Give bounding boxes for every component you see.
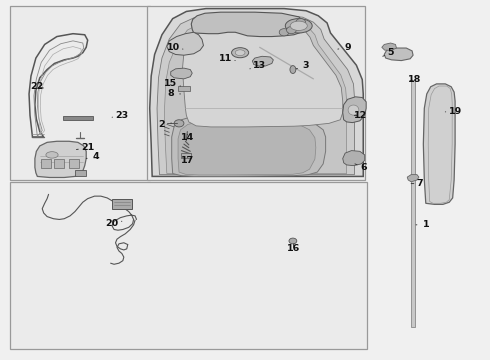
Polygon shape: [343, 150, 365, 166]
Polygon shape: [384, 48, 413, 60]
Text: 17: 17: [181, 156, 194, 165]
Text: 5: 5: [383, 48, 394, 57]
Bar: [10, 6, 150, 180]
Polygon shape: [423, 84, 455, 204]
Text: 9: 9: [338, 43, 351, 52]
Polygon shape: [343, 97, 366, 123]
Circle shape: [296, 19, 306, 26]
Ellipse shape: [232, 48, 248, 58]
Polygon shape: [35, 141, 86, 177]
Ellipse shape: [348, 105, 359, 115]
Bar: [75, 170, 86, 176]
Text: 15: 15: [164, 80, 180, 89]
Bar: [69, 159, 79, 168]
Bar: [147, 6, 365, 180]
Circle shape: [287, 27, 296, 34]
Text: 6: 6: [355, 163, 367, 172]
Text: 20: 20: [105, 219, 122, 228]
Polygon shape: [407, 175, 419, 182]
Polygon shape: [150, 9, 363, 176]
Ellipse shape: [285, 19, 312, 33]
Text: 4: 4: [86, 152, 99, 161]
Polygon shape: [172, 116, 326, 176]
Text: 12: 12: [354, 111, 367, 120]
Bar: [10, 182, 367, 348]
Text: 3: 3: [296, 61, 309, 70]
Text: 8: 8: [168, 89, 180, 98]
Polygon shape: [252, 56, 273, 66]
Bar: [54, 159, 64, 168]
Text: 11: 11: [219, 54, 235, 63]
Text: 16: 16: [287, 244, 300, 253]
Bar: [112, 199, 132, 210]
Circle shape: [293, 23, 303, 30]
Polygon shape: [164, 21, 346, 174]
Circle shape: [174, 120, 184, 127]
Text: 10: 10: [167, 43, 183, 52]
Polygon shape: [157, 15, 354, 175]
Ellipse shape: [235, 50, 245, 55]
Text: 21: 21: [76, 143, 94, 152]
Text: 7: 7: [411, 179, 423, 188]
Text: 18: 18: [408, 75, 422, 84]
Polygon shape: [182, 21, 343, 127]
Bar: [41, 159, 51, 168]
Circle shape: [279, 29, 289, 36]
Polygon shape: [382, 43, 396, 50]
Polygon shape: [171, 68, 192, 79]
Ellipse shape: [290, 66, 296, 73]
Text: 19: 19: [445, 107, 462, 116]
Ellipse shape: [46, 152, 58, 158]
Polygon shape: [167, 32, 203, 55]
Text: 14: 14: [181, 133, 194, 142]
Text: 23: 23: [112, 111, 128, 120]
Bar: [181, 153, 191, 158]
Polygon shape: [178, 121, 316, 175]
Bar: [178, 86, 190, 91]
Text: 1: 1: [416, 220, 429, 229]
Polygon shape: [191, 12, 305, 37]
Circle shape: [289, 238, 297, 244]
Text: 13: 13: [250, 61, 266, 70]
Ellipse shape: [290, 21, 307, 31]
Text: 22: 22: [31, 82, 44, 91]
Bar: [411, 80, 415, 327]
Bar: [63, 116, 93, 120]
Text: 2: 2: [159, 120, 171, 129]
